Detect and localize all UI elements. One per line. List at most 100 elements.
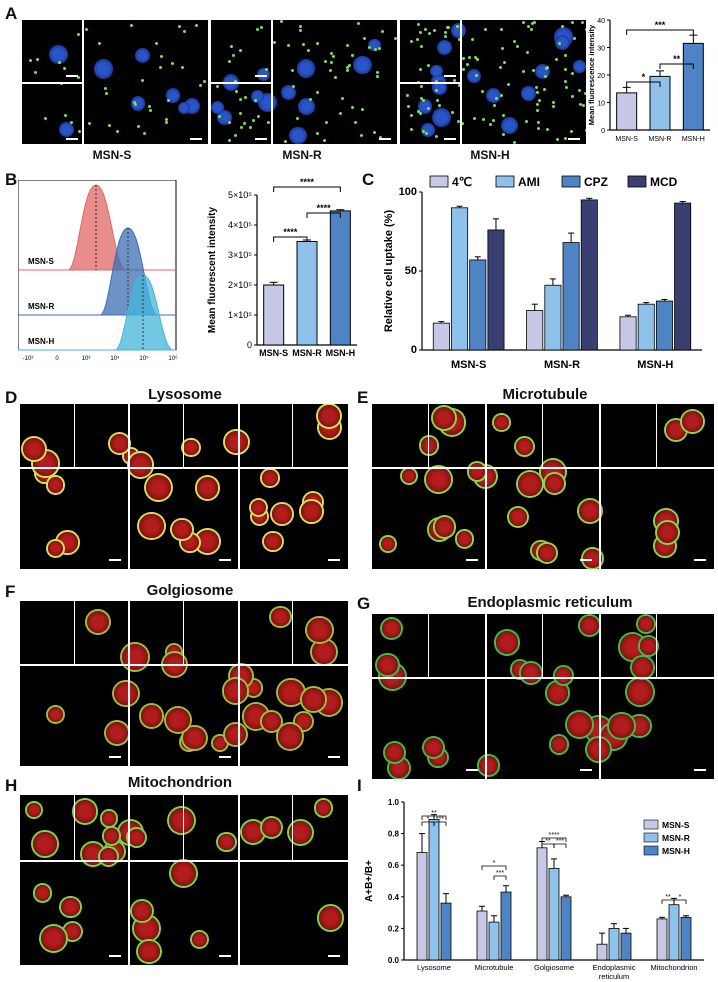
cell xyxy=(508,508,527,527)
fluorescent-particle xyxy=(85,28,89,32)
fluorescent-particle xyxy=(436,99,440,103)
cell xyxy=(262,711,281,731)
x-tick-label: MSN-S xyxy=(259,348,288,358)
panel-divider xyxy=(128,795,131,965)
panel-label-e: E xyxy=(357,388,369,407)
fluorescent-particle xyxy=(372,131,376,135)
fluorescent-particle xyxy=(453,79,457,83)
cell xyxy=(223,679,248,704)
cell xyxy=(479,756,498,775)
fluorescent-particle xyxy=(231,53,235,57)
significance-label: *** xyxy=(436,816,444,823)
fluorescent-particle xyxy=(407,104,411,108)
micrograph-grid xyxy=(372,614,714,779)
panel-divider xyxy=(485,404,487,569)
fluorescent-particle xyxy=(234,80,238,83)
fluorescent-particle xyxy=(499,94,503,98)
micrograph-grid xyxy=(20,404,348,569)
fluorescent-particle xyxy=(418,111,422,115)
panel-divider xyxy=(656,404,657,467)
fluorescent-particle xyxy=(171,62,175,65)
y-tick-label: 3×10⁵ xyxy=(228,250,252,260)
fluorescent-particle xyxy=(466,63,470,67)
fluorescent-particle xyxy=(194,24,198,28)
fluorescent-particle xyxy=(116,129,120,133)
cell xyxy=(495,630,519,654)
panel-divider xyxy=(20,466,348,469)
fluorescent-particle xyxy=(491,118,495,122)
cell xyxy=(639,637,658,655)
cell xyxy=(545,474,565,494)
panel-divider xyxy=(460,20,462,144)
cell xyxy=(389,758,410,778)
fluorescent-particle xyxy=(434,135,438,139)
fluorescent-particle xyxy=(537,99,541,103)
histogram-x-tick: 10⁴ xyxy=(110,355,120,360)
cell xyxy=(114,682,138,706)
fluorescent-particle xyxy=(238,48,242,52)
x-tick-label: MSN-R xyxy=(649,136,672,143)
cell xyxy=(183,726,206,750)
cell xyxy=(34,885,50,901)
fluorescent-particle xyxy=(306,49,310,53)
panel-divider xyxy=(128,601,131,766)
significance-label: *** xyxy=(496,870,504,877)
y-tick-label: 1×10⁵ xyxy=(228,310,252,320)
fluorescent-particle xyxy=(257,115,261,119)
panel-divider xyxy=(599,614,601,779)
panel-divider xyxy=(372,676,714,679)
y-tick-label: 0.8 xyxy=(388,830,400,839)
significance-bracket xyxy=(626,29,694,35)
bar xyxy=(488,921,500,961)
bar xyxy=(432,322,450,351)
fluorescent-particle xyxy=(148,109,152,113)
cell xyxy=(434,517,455,537)
bar xyxy=(608,927,620,961)
panel-c-bar-chart: 0 50 100 Relative cell uptake (%) MSN-S MSN-R… xyxy=(383,175,702,371)
panel-i-bar-chart: 0.0 0.2 0.4 0.6 0.8 1.0 A+B+/B+ Lysosome Microtu… xyxy=(364,798,704,981)
cell xyxy=(632,657,654,678)
fluorescent-particle xyxy=(298,28,302,32)
fluorescent-particle xyxy=(564,68,568,72)
y-tick-label: 0.6 xyxy=(388,861,400,870)
bar xyxy=(544,284,562,351)
fluorescent-particle xyxy=(513,40,517,44)
cell xyxy=(456,531,473,547)
panel-divider xyxy=(237,795,240,965)
cell xyxy=(40,925,66,951)
x-tick-label: MSN-H xyxy=(637,359,673,371)
fluorescent-particle xyxy=(363,36,367,40)
significance-bracket xyxy=(541,837,567,842)
bar xyxy=(596,943,608,961)
x-tick-label: MSN-H xyxy=(682,136,705,143)
x-tick-label: MSN-H xyxy=(326,348,356,358)
significance-bracket xyxy=(273,186,341,192)
fluorescent-particle xyxy=(476,57,480,61)
fluorescent-particle xyxy=(394,36,397,40)
x-tick-label: Microtubule xyxy=(475,963,514,972)
legend-label: MSN-H xyxy=(662,846,690,856)
significance-label: * xyxy=(427,816,430,823)
fluorescent-particle xyxy=(267,121,271,125)
fluorescent-particle xyxy=(202,79,206,83)
panel-divider xyxy=(656,614,657,677)
cell xyxy=(178,101,191,114)
fluorescent-particle xyxy=(555,138,559,142)
fluorescent-particle xyxy=(376,70,380,74)
cell xyxy=(63,922,81,940)
fluorescent-particle xyxy=(473,55,477,59)
cell xyxy=(271,607,290,627)
fluorescent-particle xyxy=(409,114,413,118)
y-axis-label: A+B+/B+ xyxy=(364,860,375,902)
fluorescent-particle xyxy=(563,79,567,83)
fluorescent-particle xyxy=(299,24,303,28)
significance-label: ** xyxy=(545,838,551,845)
cell xyxy=(242,821,265,844)
fluorescent-particle xyxy=(409,39,413,43)
fluorescent-particle xyxy=(183,30,187,34)
legend-label: MSN-R xyxy=(662,833,690,843)
fluorescent-particle xyxy=(535,85,539,89)
scale-bar xyxy=(466,559,478,561)
fluorescent-particle xyxy=(434,79,438,83)
significance-bracket xyxy=(659,63,694,69)
